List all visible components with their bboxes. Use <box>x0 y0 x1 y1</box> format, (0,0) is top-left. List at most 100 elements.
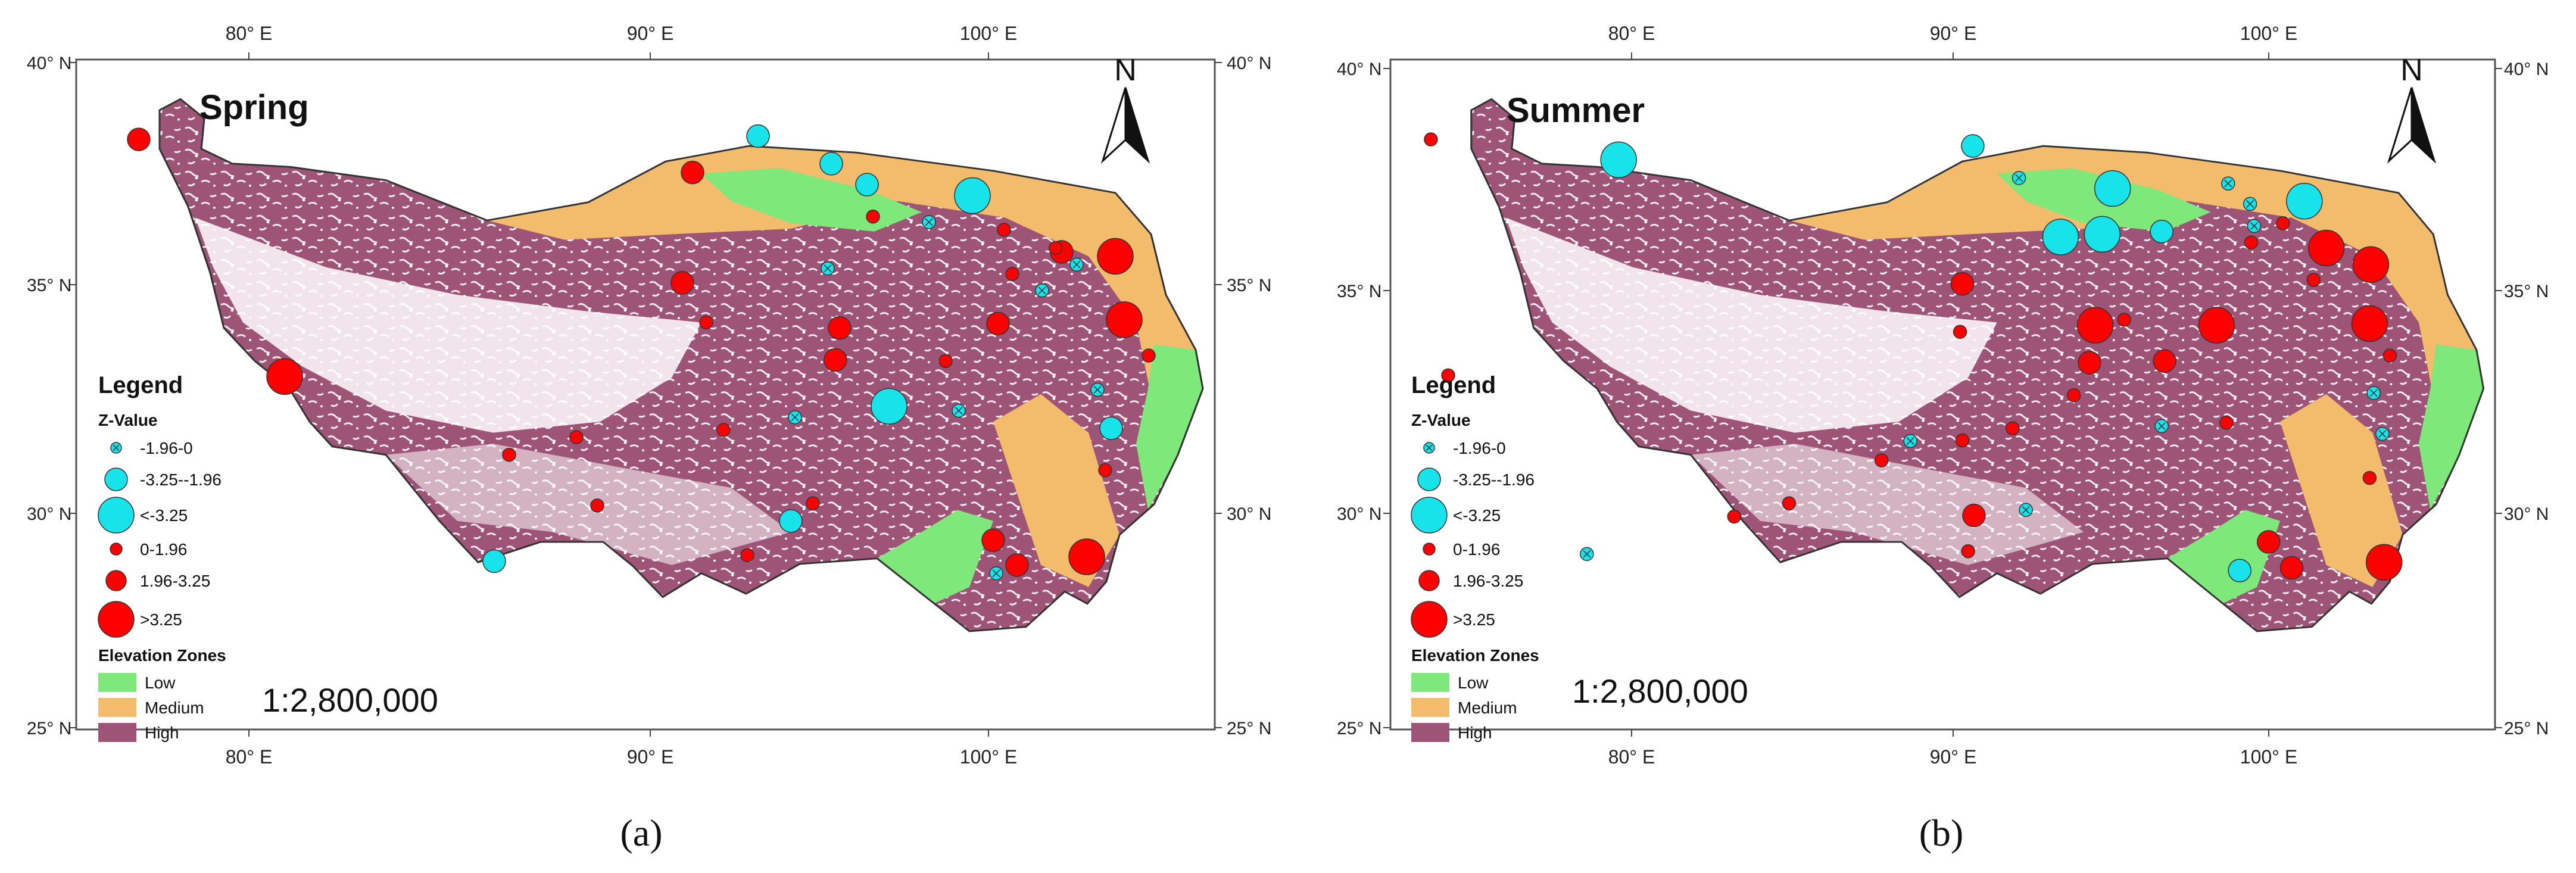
positive-trend-marker <box>2352 246 2390 283</box>
legend-symbol <box>98 497 135 534</box>
positive-trend-marker <box>681 160 704 185</box>
x-tick-label-bottom: 80° E <box>1608 746 1655 768</box>
elevation-medium-zone <box>1789 146 2484 455</box>
y-tick-label-left: 30° N <box>27 504 71 524</box>
cross-mark-icon <box>824 264 832 273</box>
elevation-detail <box>1506 146 2484 621</box>
positive-trend-marker <box>2244 235 2259 250</box>
positive-trend-marker <box>1950 272 1975 296</box>
cross-mark-icon <box>2022 506 2030 514</box>
panel-b: 80° E 80° E 90° E 90° E 100° E 100° E 40° N 35°… <box>1337 23 2549 854</box>
panel-caption: (a) <box>620 812 662 854</box>
positive-trend-marker <box>1049 241 1063 255</box>
positive-trend-marker <box>824 348 847 372</box>
legend-swatch <box>1411 673 1449 692</box>
positive-trend-marker <box>1106 301 1143 338</box>
north-label: N <box>2400 53 2423 88</box>
elevation-low-zone <box>2418 344 2484 510</box>
positive-trend-marker <box>2382 348 2397 363</box>
negative-trend-marker <box>2042 219 2079 255</box>
positive-trend-marker <box>828 316 852 340</box>
cross-mark-icon <box>791 413 799 422</box>
y-tick-label-right: 25° N <box>1227 719 1271 738</box>
positive-trend-marker <box>2066 388 2081 403</box>
legend-item-label: <-3.25 <box>1453 506 1501 525</box>
legend-swatch <box>1411 723 1449 742</box>
negative-trend-marker <box>954 177 991 214</box>
x-tick-label-bottom: 100° E <box>960 746 1017 768</box>
positive-trend-marker <box>1961 544 1975 559</box>
cross-mark-icon <box>1072 260 1081 269</box>
no-data-area <box>386 444 791 565</box>
negative-trend-marker <box>2228 559 2251 582</box>
negative-trend-marker <box>1961 134 1985 158</box>
positive-trend-marker <box>2306 273 2321 287</box>
legend-item-label: -1.96-0 <box>1453 439 1506 457</box>
scale-label: 1:2,800,000 <box>1572 672 1748 710</box>
positive-trend-marker <box>2307 229 2345 267</box>
panel-caption: (b) <box>1919 812 1964 854</box>
cross-mark-icon <box>2369 389 2378 397</box>
legend-elevation-title: Elevation Zones <box>1411 646 1539 665</box>
legend: Legend Z-Value -1.96-0 -3.25--1.96 <-3.25 0-1… <box>1411 372 1539 742</box>
y-tick-label-left: 25° N <box>27 719 71 738</box>
legend-symbol <box>110 542 123 556</box>
legend-heading: Legend <box>1411 372 1496 398</box>
legend-item-label: 0-1.96 <box>1453 540 1500 559</box>
cross-mark-icon <box>2378 429 2387 438</box>
legend-elevation-title: Elevation Zones <box>98 646 226 665</box>
legend-item-label: -3.25--1.96 <box>140 470 222 489</box>
y-tick-label-right: 40° N <box>1227 54 1271 73</box>
positive-trend-marker <box>569 430 584 444</box>
positive-trend-marker <box>1142 348 1156 363</box>
legend-item-label: Medium <box>145 699 204 717</box>
cross-mark-icon <box>113 444 120 451</box>
positive-trend-marker <box>981 528 1005 552</box>
plateau-map <box>158 98 1204 632</box>
x-tick-label-top: 90° E <box>627 23 674 44</box>
y-tick-label-left: 35° N <box>27 276 71 295</box>
legend-symbol <box>1411 601 1448 638</box>
legend-symbol <box>104 467 128 491</box>
positive-trend-marker <box>1953 325 1967 339</box>
positive-trend-marker <box>1441 368 1455 383</box>
positive-trend-marker <box>1955 433 1970 448</box>
negative-trend-marker <box>2094 170 2131 207</box>
elevation-medium-zone <box>487 146 1203 455</box>
positive-trend-marker <box>1068 538 1105 575</box>
positive-trend-marker <box>1005 553 1029 577</box>
positive-trend-marker <box>2351 305 2388 342</box>
positive-trend-marker <box>502 447 516 462</box>
positive-trend-marker <box>2276 216 2290 230</box>
elevation-medium-zone <box>2280 394 2403 587</box>
legend-symbol <box>1411 497 1448 534</box>
positive-trend-marker <box>590 498 604 513</box>
positive-trend-marker <box>1874 453 1889 467</box>
north-label: N <box>1114 53 1137 88</box>
legend-symbol <box>1423 542 1436 556</box>
no-data-area <box>1691 444 2084 565</box>
negative-trend-marker <box>2286 183 2323 220</box>
positive-trend-marker <box>2076 307 2114 344</box>
negative-trend-marker <box>482 549 506 573</box>
y-tick-label-left: 30° N <box>1337 504 1381 524</box>
cross-mark-icon <box>992 569 1000 578</box>
legend-symbol <box>105 570 127 591</box>
x-tick-label-top: 100° E <box>960 23 1017 44</box>
positive-trend-marker <box>2365 544 2403 581</box>
positive-trend-marker <box>1098 463 1112 478</box>
negative-trend-marker <box>1600 141 1637 179</box>
legend-item-label: >3.25 <box>1453 610 1495 629</box>
negative-trend-marker <box>2150 219 2173 244</box>
positive-trend-marker <box>2198 307 2235 344</box>
cross-mark-icon <box>1583 550 1591 558</box>
legend-swatch <box>98 673 136 692</box>
positive-trend-marker <box>2153 349 2176 373</box>
negative-trend-marker <box>2084 216 2121 253</box>
positive-trend-marker <box>2006 421 2020 436</box>
cross-mark-icon <box>2015 174 2023 182</box>
negative-trend-marker <box>746 124 770 148</box>
positive-trend-marker <box>1727 509 1742 524</box>
x-tick-label-bottom: 80° E <box>226 746 273 768</box>
